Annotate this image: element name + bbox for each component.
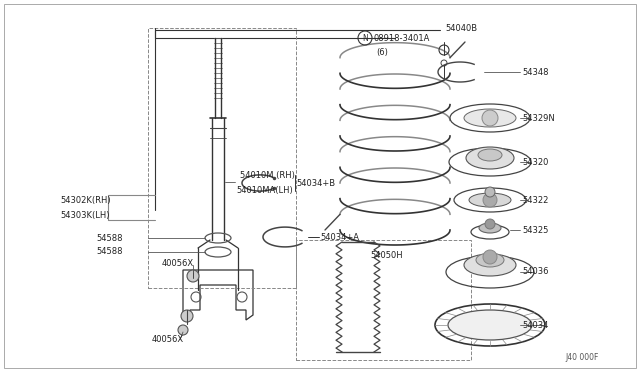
Text: 54010M (RH): 54010M (RH)	[240, 170, 295, 180]
Ellipse shape	[466, 147, 514, 169]
Text: 40056X: 40056X	[152, 336, 184, 344]
Text: 54325: 54325	[522, 225, 548, 234]
Text: 54348: 54348	[522, 67, 548, 77]
Text: 54322: 54322	[522, 196, 548, 205]
Circle shape	[483, 250, 497, 264]
Circle shape	[187, 270, 199, 282]
Bar	[148, 28, 296, 288]
Text: 54034+B: 54034+B	[296, 179, 335, 187]
Text: 54034+A: 54034+A	[320, 232, 359, 241]
Ellipse shape	[448, 310, 532, 340]
Text: 54303K(LH): 54303K(LH)	[60, 211, 109, 219]
Circle shape	[485, 219, 495, 229]
Ellipse shape	[476, 253, 504, 267]
Text: 54050H: 54050H	[370, 250, 403, 260]
Circle shape	[181, 310, 193, 322]
Ellipse shape	[464, 109, 516, 127]
Text: J40 000F: J40 000F	[565, 353, 598, 362]
Text: 54040B: 54040B	[445, 23, 477, 32]
Ellipse shape	[464, 254, 516, 276]
Text: 54320: 54320	[522, 157, 548, 167]
Text: 40056X: 40056X	[162, 259, 194, 267]
Ellipse shape	[478, 149, 502, 161]
Bar	[296, 240, 471, 360]
Ellipse shape	[469, 193, 511, 207]
Circle shape	[178, 325, 188, 335]
Circle shape	[485, 187, 495, 197]
Ellipse shape	[479, 223, 501, 233]
Text: 54010MA(LH): 54010MA(LH)	[236, 186, 292, 195]
Circle shape	[482, 110, 498, 126]
Text: N: N	[362, 33, 368, 42]
Text: 54036: 54036	[522, 267, 548, 276]
Text: 54302K(RH): 54302K(RH)	[60, 196, 111, 205]
Circle shape	[483, 193, 497, 207]
Text: 54034: 54034	[522, 321, 548, 330]
Text: (6): (6)	[376, 48, 388, 57]
Text: 08918-3401A: 08918-3401A	[374, 33, 430, 42]
Text: 54329N: 54329N	[522, 113, 555, 122]
Text: 54588: 54588	[96, 247, 122, 257]
Text: 54588: 54588	[96, 234, 122, 243]
